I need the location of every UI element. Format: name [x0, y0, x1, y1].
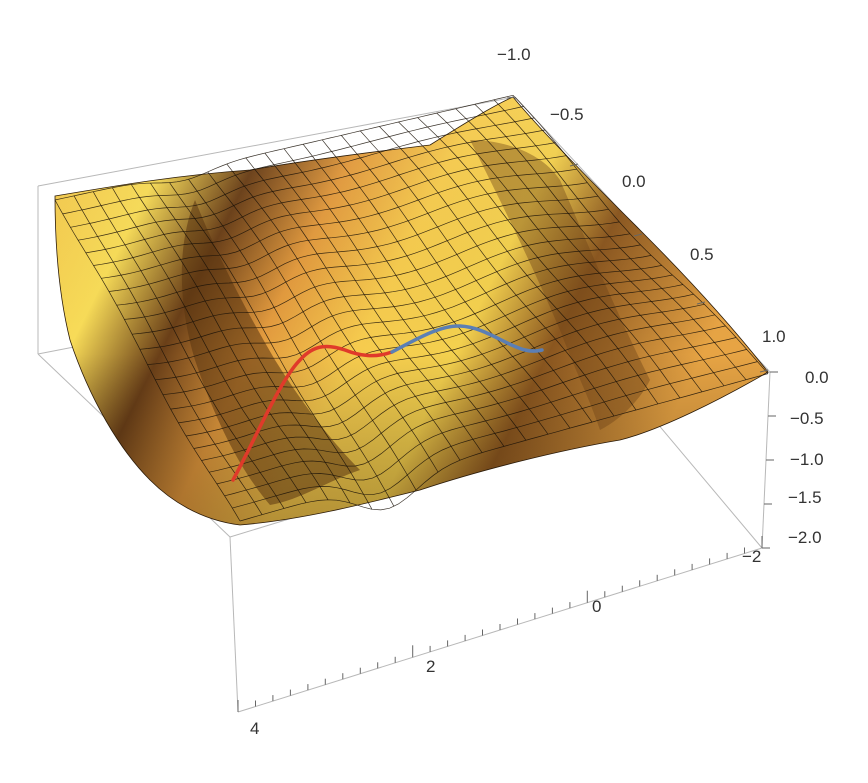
mesh-line: [232, 361, 758, 509]
y-tick-label: 0.0: [622, 172, 646, 191]
mesh-line: [162, 265, 662, 396]
x-tick-label: 2: [426, 657, 435, 676]
curve-blue: [390, 324, 544, 354]
y-axis: −1.0 −0.5 0.0 0.5 1.0: [497, 45, 786, 373]
x-tick-label: 0: [592, 597, 601, 616]
mesh-line: [193, 303, 705, 449]
y-tick-label: 1.0: [762, 327, 786, 346]
x-tick-label: −2: [742, 547, 761, 566]
mesh-line: [101, 168, 577, 279]
mesh-line: [185, 293, 694, 437]
mesh-line: [147, 244, 641, 365]
mesh-line: [78, 129, 545, 241]
mesh-line: [85, 142, 556, 254]
mesh-line: [201, 314, 715, 461]
curve-red: [231, 344, 394, 482]
surface-mesh: [54, 94, 769, 522]
mesh-line: [216, 337, 737, 485]
z-tick-label: −1.5: [788, 488, 822, 507]
mesh-line: [239, 373, 769, 522]
z-axis: 0.0 −0.5 −1.0 −1.5 −2.0: [762, 368, 829, 549]
mesh-line: [209, 325, 726, 473]
x-axis: −2 0 2 4: [237, 536, 763, 738]
mesh-line: [108, 182, 588, 292]
mesh-line: [116, 195, 599, 306]
surface: [54, 94, 769, 526]
mesh-line: [132, 221, 620, 335]
x-tick-label: 4: [250, 719, 259, 738]
mesh-line: [155, 255, 652, 381]
y-tick-label: −1.0: [497, 45, 531, 64]
mesh-line: [70, 117, 535, 228]
z-tick-label: −0.5: [790, 409, 824, 428]
z-tick-label: −2.0: [788, 528, 822, 547]
valley-shadow: [181, 200, 360, 505]
mesh-line: [54, 94, 514, 201]
mesh-line: [178, 284, 684, 424]
mesh-line: [170, 274, 673, 410]
curves: [231, 324, 544, 482]
z-tick-label: −1.0: [790, 450, 824, 469]
z-tick-label: 0.0: [805, 368, 829, 387]
y-tick-label: 0.5: [690, 245, 714, 264]
mesh-line: [224, 349, 747, 497]
mesh-line: [93, 155, 567, 266]
mesh-line: [124, 208, 609, 320]
mesh-line: [139, 233, 630, 350]
mesh-line: [62, 106, 524, 215]
y-tick-label: −0.5: [550, 105, 584, 124]
